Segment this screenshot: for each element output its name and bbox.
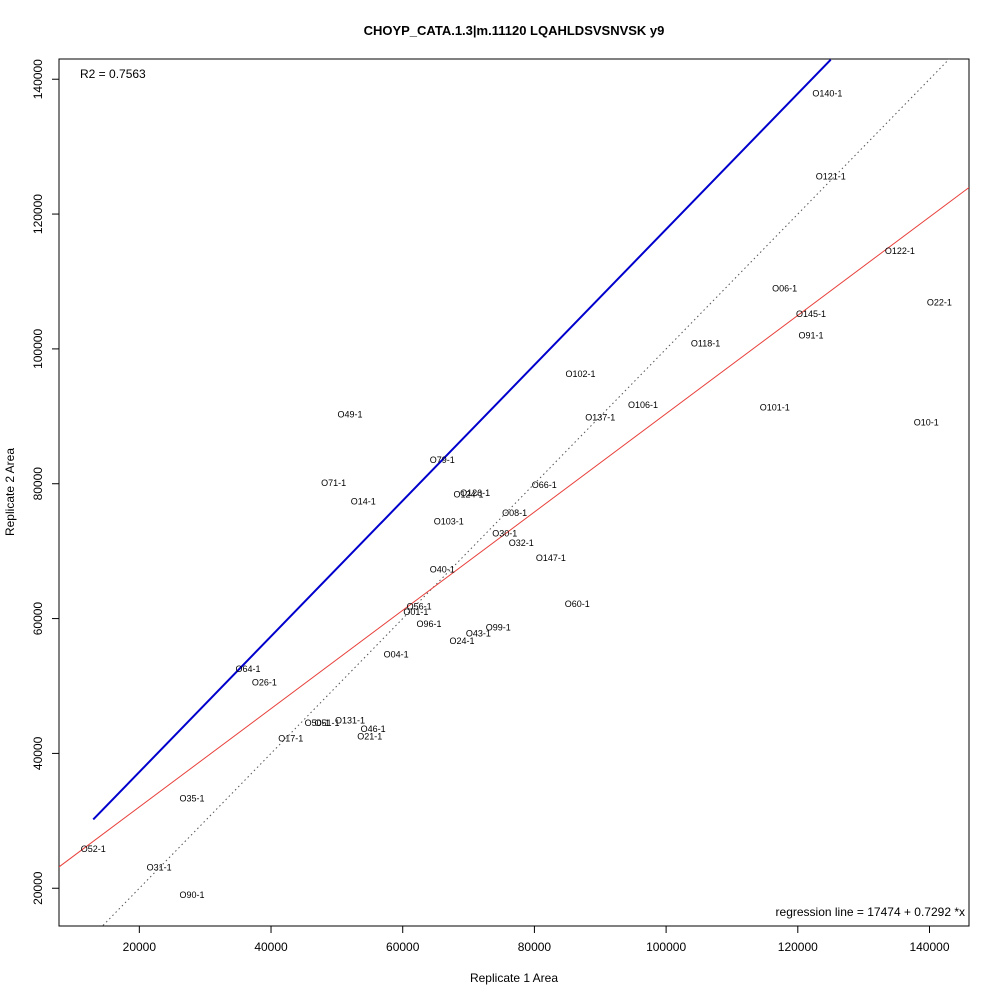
point-label: O64-1	[235, 664, 260, 674]
y-tick-label: 40000	[31, 736, 45, 770]
point-label: O22-1	[927, 297, 952, 307]
point-label: O103-1	[434, 517, 464, 527]
x-tick-label: 100000	[646, 940, 686, 954]
point-label: O118-1	[691, 339, 720, 349]
point-label: O102-1	[565, 369, 595, 379]
point-label: O10-1	[914, 417, 939, 427]
point-label: O17-1	[278, 734, 303, 744]
point-label: O35-1	[180, 794, 205, 804]
point-label: O30-1	[492, 529, 517, 539]
x-axis-title: Replicate 1 Area	[470, 971, 558, 985]
x-tick-label: 60000	[386, 940, 420, 954]
y-tick-label: 20000	[31, 871, 45, 905]
regression-annotation: regression line = 17474 + 0.7292 *x	[776, 905, 965, 919]
point-label: O01-1	[403, 607, 428, 617]
point-label: O126-1	[460, 488, 490, 498]
lines-layer	[59, 59, 969, 926]
x-tick-label: 20000	[123, 940, 157, 954]
y-tick-label: 80000	[31, 467, 45, 501]
point-label: O49-1	[338, 409, 363, 419]
x-tick-label: 80000	[518, 940, 552, 954]
point-label: O24-1	[449, 636, 474, 646]
point-label: O145-1	[796, 309, 826, 319]
y-tick-label: 100000	[31, 329, 45, 369]
point-label: O31-1	[147, 862, 172, 872]
point-label: O71-1	[321, 478, 346, 488]
y-axis-title: Replicate 2 Area	[3, 448, 17, 536]
x-tick-label: 40000	[254, 940, 288, 954]
point-label: O50-1	[305, 718, 330, 728]
point-label: O99-1	[486, 622, 511, 632]
point-label: O137-1	[585, 413, 615, 423]
x-tick-label: 120000	[778, 940, 818, 954]
point-label: O43-1	[466, 628, 491, 638]
point-label: O51-1	[314, 718, 339, 728]
point-label: O26-1	[252, 678, 277, 688]
regression-line	[59, 187, 969, 868]
x-tick-label: 140000	[909, 940, 949, 954]
y-tick-label: 140000	[31, 59, 45, 99]
x-axis: 20000 40000 60000 80000 100000 120000 140000	[123, 925, 950, 954]
point-label: O40-1	[430, 564, 455, 574]
point-label: O101-1	[760, 403, 790, 413]
point-label: O66-1	[532, 480, 557, 490]
point-label: O96-1	[417, 619, 442, 629]
point-label: O52-1	[81, 844, 106, 854]
point-label: O56-1	[407, 601, 432, 611]
point-label: O46-1	[361, 724, 386, 734]
point-label: O122-1	[885, 246, 915, 256]
point-label: O21-1	[357, 732, 382, 742]
y-tick-label: 120000	[31, 194, 45, 234]
point-label: O04-1	[384, 649, 409, 659]
point-label: O90-1	[180, 890, 205, 900]
identity-line	[101, 59, 950, 926]
point-label: O131-1	[335, 715, 365, 725]
points-layer: O140-1 O121-1 O122-1 O22-1 O06-1 O145-1 O91-1 O…	[81, 88, 952, 900]
point-label: O08-1	[502, 508, 527, 518]
point-label: O140-1	[812, 88, 842, 98]
y-tick-label: 60000	[31, 602, 45, 636]
point-label: O60-1	[565, 599, 590, 609]
point-label: O91-1	[798, 330, 823, 340]
point-label: O32-1	[509, 538, 534, 548]
point-label: O79-1	[430, 455, 455, 465]
r2-annotation: R2 = 0.7563	[80, 67, 146, 81]
point-label: O147-1	[536, 553, 566, 563]
point-label: O121-1	[816, 171, 846, 181]
point-label: O106-1	[628, 400, 658, 410]
chart-title: CHOYP_CATA.1.3|m.11120 LQAHLDSVSNVSK y9	[364, 23, 665, 38]
point-label: O124-1	[454, 490, 484, 500]
blue-fit-line	[92, 59, 832, 821]
point-label: O14-1	[351, 496, 376, 506]
point-label: O06-1	[772, 283, 797, 293]
y-axis: 20000 40000 60000 80000 100000 120000 140000	[31, 59, 60, 905]
